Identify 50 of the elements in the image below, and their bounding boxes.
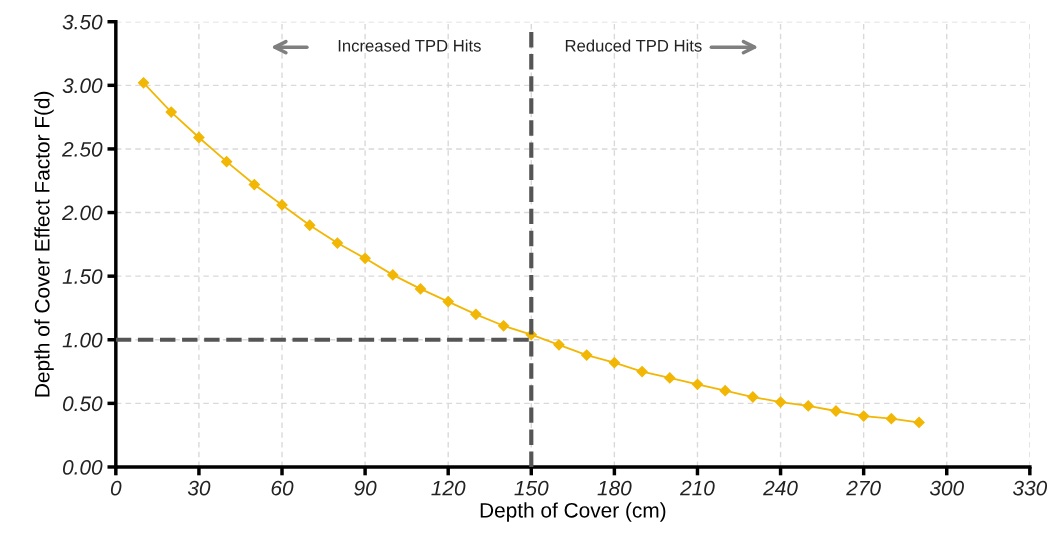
- y-tick-label: 0.00: [63, 459, 103, 475]
- point: [442, 295, 454, 308]
- point: [221, 156, 233, 168]
- x-axis-title: Depth of Cover (cm): [480, 502, 666, 522]
- x-tick-label: 210: [679, 480, 715, 496]
- y-tick-label: 2.50: [61, 141, 103, 157]
- y-tick-label: 0.50: [63, 396, 103, 412]
- point: [913, 416, 925, 429]
- point: [636, 365, 648, 378]
- point: [359, 252, 371, 264]
- annotation: Reduced TPD Hits: [565, 39, 702, 52]
- y-axis-title: Depth of Cover Effect Factor F(d): [34, 91, 54, 397]
- annotation: Increased TPD Hits: [338, 39, 481, 52]
- point: [858, 410, 870, 422]
- point: [414, 283, 427, 295]
- x-tick-label: 30: [187, 480, 211, 496]
- x-tick-label: 120: [431, 480, 466, 496]
- point: [802, 400, 814, 412]
- x-tick-label: 60: [271, 480, 294, 496]
- point: [885, 413, 897, 425]
- y-tick-label: 2.00: [61, 205, 103, 221]
- point: [664, 372, 676, 384]
- point: [553, 339, 565, 351]
- point: [248, 178, 260, 191]
- point: [774, 396, 787, 408]
- point: [470, 308, 482, 320]
- x-tick-label: 270: [846, 480, 881, 496]
- point: [331, 237, 344, 249]
- x-tick-label: 330: [1012, 480, 1048, 496]
- x-tick-label: 240: [763, 480, 798, 496]
- point: [608, 357, 620, 369]
- point: [747, 391, 759, 403]
- point: [387, 269, 399, 281]
- x-tick-label: 150: [514, 480, 549, 496]
- point: [304, 219, 316, 231]
- x-tick-label: 0: [110, 480, 122, 496]
- point: [497, 320, 510, 332]
- point: [581, 349, 593, 361]
- x-tick-label: 90: [354, 480, 377, 496]
- point: [137, 77, 150, 89]
- y-tick-label: 3.50: [62, 14, 103, 30]
- point: [165, 106, 177, 118]
- y-tick-label: 1.50: [62, 269, 103, 284]
- y-tick-label: 3.00: [62, 78, 103, 94]
- x-tick-label: 300: [929, 480, 964, 496]
- y-tick-label: 1.00: [62, 332, 103, 348]
- point: [691, 378, 704, 390]
- point: [719, 385, 731, 397]
- x-tick-label: 180: [597, 480, 632, 496]
- point: [193, 131, 205, 144]
